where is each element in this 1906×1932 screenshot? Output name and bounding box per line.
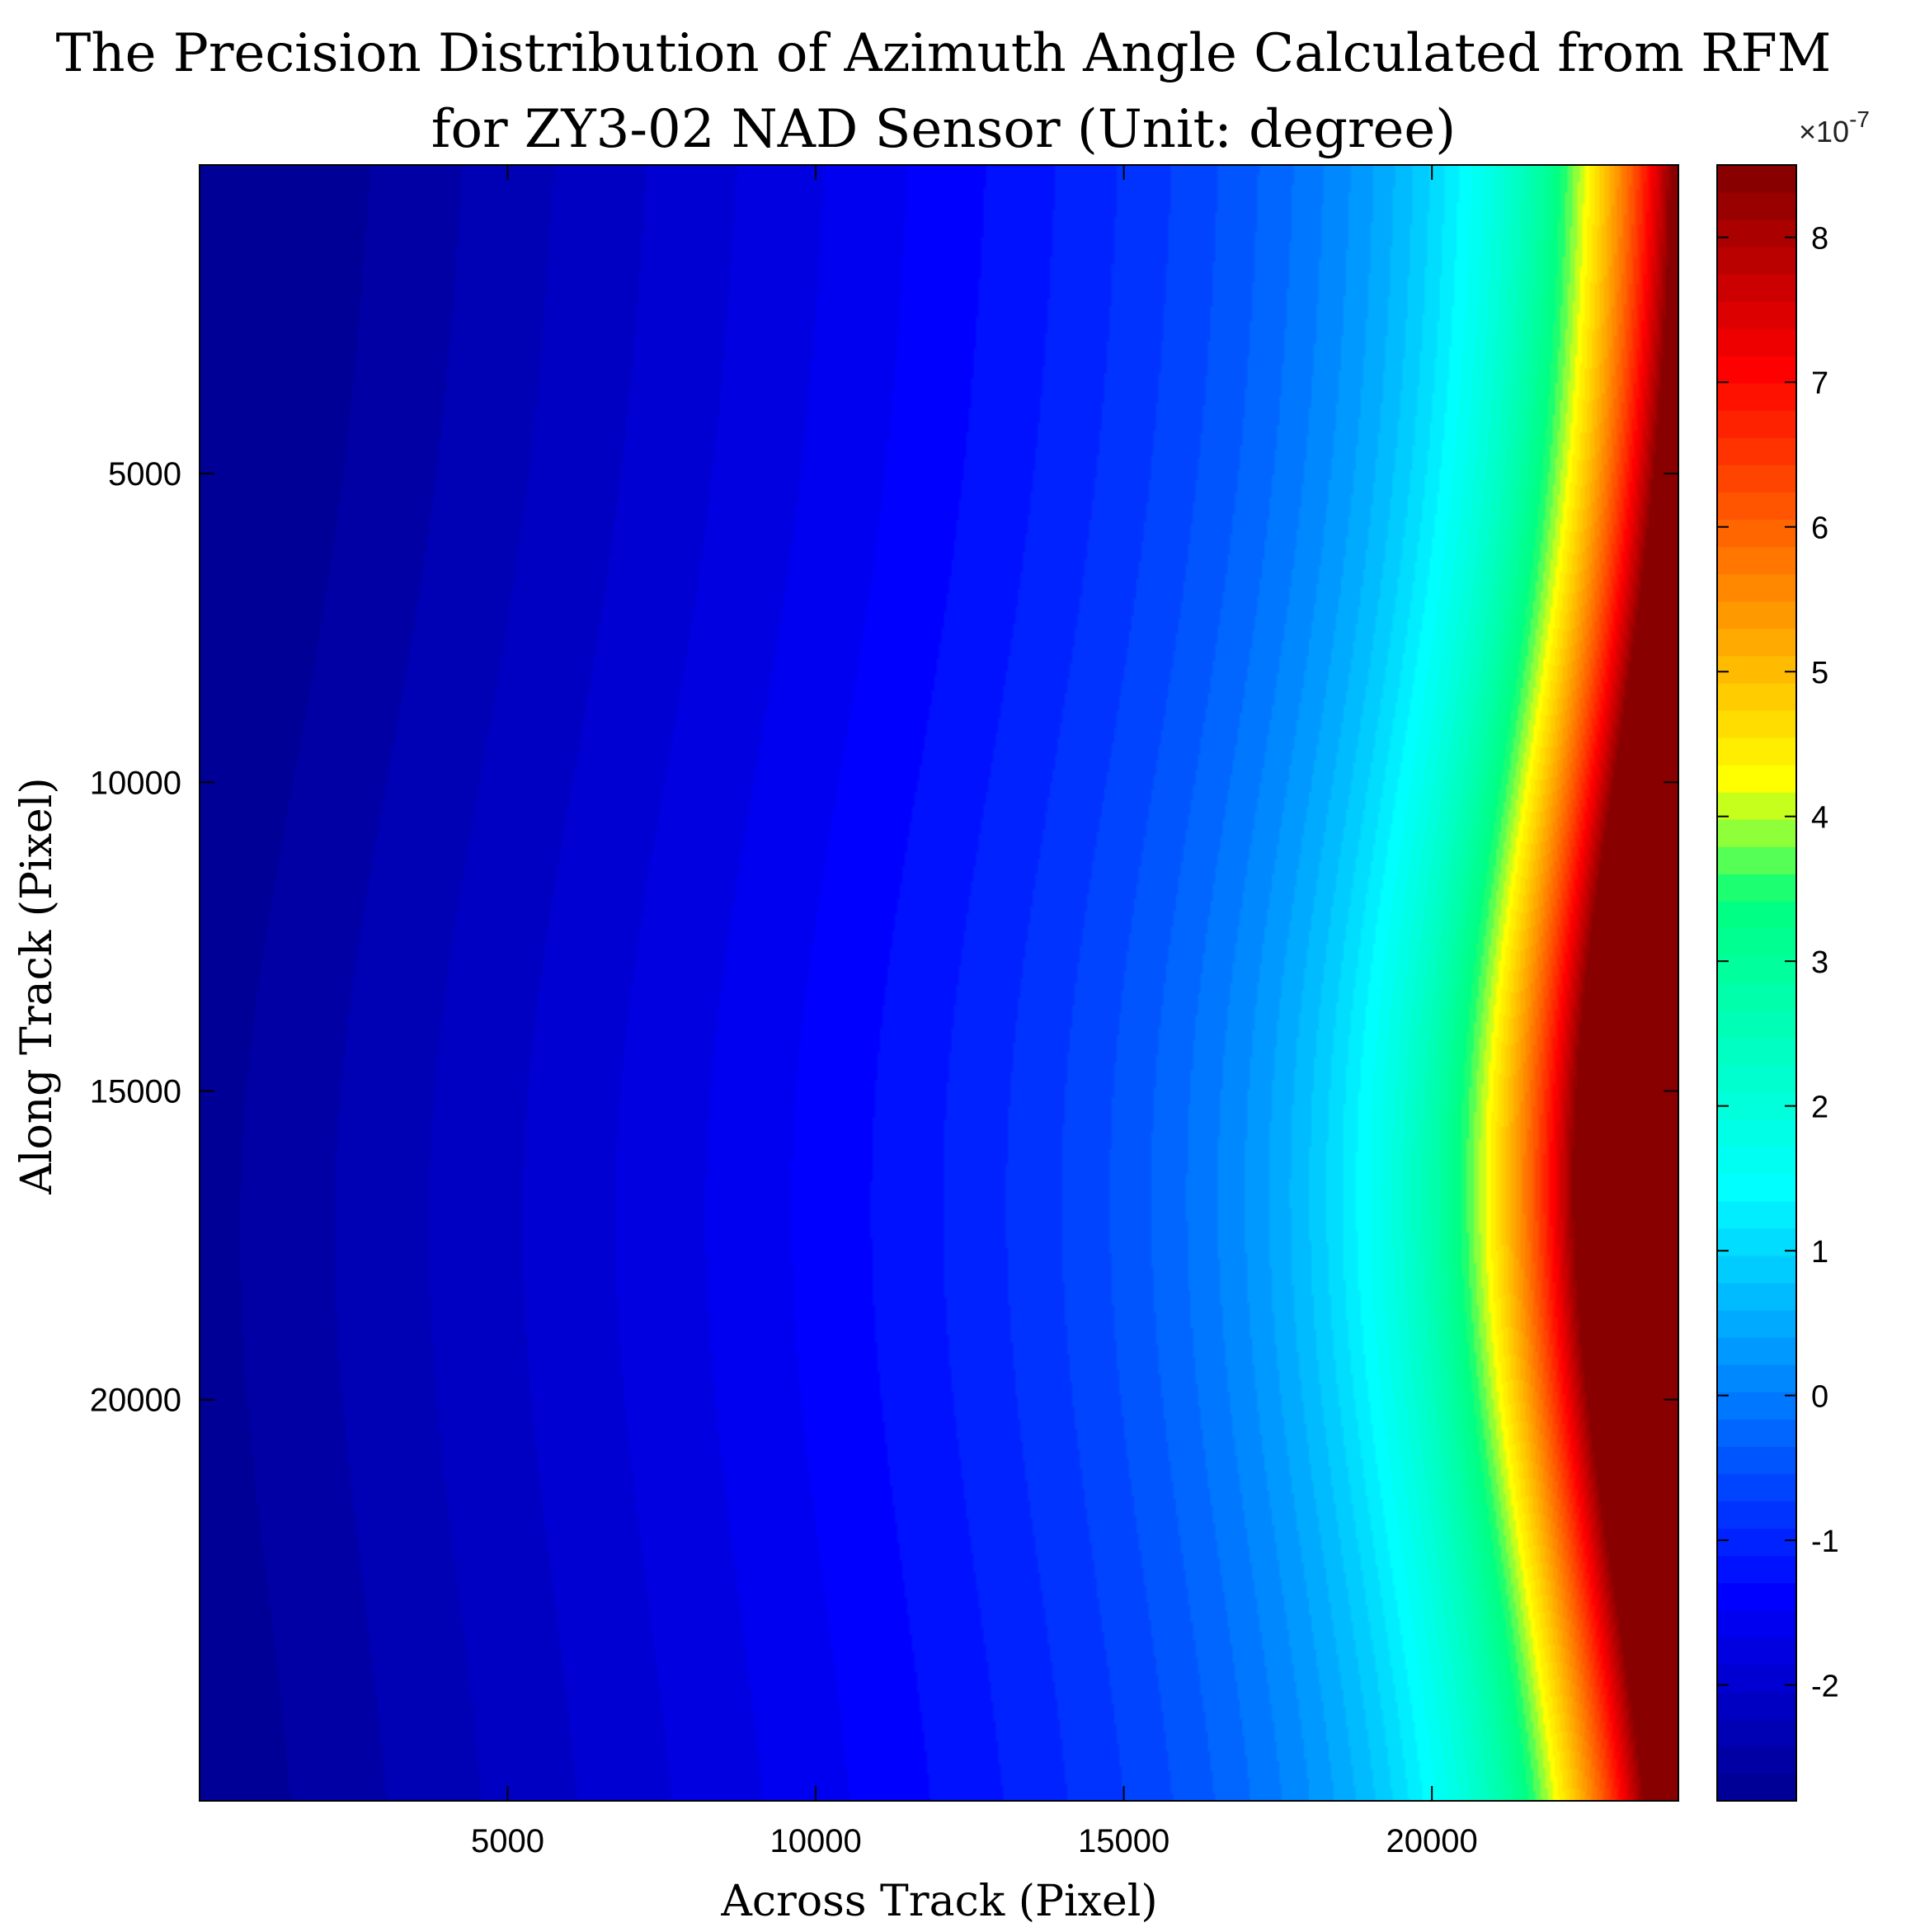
colorbar-band — [1717, 628, 1796, 657]
colorbar: -2 -1 0 1 2 3 4 5 6 7 8 — [1716, 164, 1839, 1802]
colorbar-band — [1717, 1146, 1796, 1175]
colorbar-tick-label: 8 — [1811, 222, 1828, 257]
colorbar-band — [1717, 1773, 1796, 1802]
y-tick-label: 20000 — [90, 1383, 181, 1419]
colorbar-band — [1717, 1309, 1796, 1338]
colorbar-band — [1717, 791, 1796, 820]
colorbar-band — [1717, 492, 1796, 521]
colorbar-band — [1717, 273, 1796, 302]
heatmap-plot-area — [199, 164, 1679, 1802]
colorbar-tick-label: 1 — [1811, 1235, 1828, 1270]
colorbar-band — [1717, 1445, 1796, 1474]
x-tick-label: 5000 — [471, 1823, 544, 1859]
colorbar-band — [1717, 437, 1796, 466]
colorbar-band — [1717, 601, 1796, 629]
colorbar-band — [1717, 982, 1796, 1011]
colorbar-tick-label: 4 — [1811, 801, 1828, 836]
colorbar-band — [1717, 1037, 1796, 1066]
colorbar-band — [1717, 327, 1796, 356]
colorbar-band — [1717, 655, 1796, 684]
colorbar-band — [1717, 409, 1796, 438]
heatmap-image — [200, 165, 1678, 1801]
colorbar-band — [1717, 246, 1796, 275]
colorbar-band — [1717, 519, 1796, 548]
chart-title-line-2: for ZY3-02 NAD Sensor (Unit: degree) — [431, 99, 1456, 160]
colorbar-frame — [1716, 164, 1797, 1802]
colorbar-band — [1717, 573, 1796, 602]
colorbar-band — [1717, 818, 1796, 847]
colorbar-band — [1717, 1718, 1796, 1747]
colorbar-band — [1717, 1418, 1796, 1447]
y-tick-label: 10000 — [90, 765, 181, 801]
colorbar-tick-label: 2 — [1811, 1091, 1828, 1125]
chart-title-line-1: The Precision Distribution of Azimuth An… — [56, 23, 1832, 84]
colorbar-band — [1717, 846, 1796, 874]
colorbar-band — [1717, 464, 1796, 493]
colorbar-tick-label: 7 — [1811, 366, 1828, 401]
colorbar-band — [1717, 954, 1796, 983]
y-tick-label: 5000 — [108, 456, 181, 492]
colorbar-band — [1717, 1691, 1796, 1720]
colorbar-band — [1717, 355, 1796, 384]
colorbar-band — [1717, 1500, 1796, 1529]
colorbar-tick-label: 0 — [1811, 1380, 1828, 1415]
colorbar-tick-label: -1 — [1811, 1524, 1839, 1559]
colorbar-band — [1717, 191, 1796, 220]
colorbar-band — [1717, 300, 1796, 329]
colorbar-band — [1717, 900, 1796, 929]
colorbar-tick-label: 6 — [1811, 511, 1828, 546]
colorbar-tick-label: 3 — [1811, 945, 1828, 980]
colorbar-band — [1717, 1473, 1796, 1501]
colorbar-band — [1717, 546, 1796, 575]
x-axis-label: Across Track (Pixel) — [720, 1877, 1157, 1926]
colorbar-band — [1717, 1364, 1796, 1392]
y-axis-label: Along Track (Pixel) — [12, 777, 62, 1195]
plot-frame — [199, 164, 1679, 1802]
colorbar-multiplier-base: ×10 — [1799, 115, 1849, 148]
colorbar-tick-label: 5 — [1811, 656, 1828, 690]
colorbar-band — [1717, 1282, 1796, 1311]
colorbar-band — [1717, 1200, 1796, 1229]
colorbar-band — [1717, 1391, 1796, 1420]
colorbar-band — [1717, 709, 1796, 738]
colorbar-multiplier: ×10-7 — [1799, 106, 1870, 148]
colorbar-band — [1717, 737, 1796, 766]
colorbar-band — [1717, 682, 1796, 711]
colorbar-band — [1717, 764, 1796, 793]
colorbar-band — [1717, 1609, 1796, 1638]
y-tick-label: 15000 — [90, 1073, 181, 1110]
colorbar-band — [1717, 1528, 1796, 1557]
x-tick-label: 15000 — [1078, 1823, 1169, 1859]
colorbar-band — [1717, 1064, 1796, 1093]
colorbar-band — [1717, 1255, 1796, 1284]
x-tick-label: 20000 — [1386, 1823, 1478, 1859]
x-tick-label: 10000 — [769, 1823, 861, 1859]
colorbar-band — [1717, 1119, 1796, 1147]
colorbar-multiplier-exponent: -7 — [1849, 106, 1870, 132]
colorbar-band — [1717, 873, 1796, 902]
colorbar-band — [1717, 1336, 1796, 1365]
colorbar-band — [1717, 1010, 1796, 1039]
colorbar-band — [1717, 382, 1796, 411]
colorbar-band — [1717, 164, 1796, 193]
colorbar-band — [1717, 1555, 1796, 1584]
colorbar-tick-label: -2 — [1811, 1670, 1839, 1704]
colorbar-band — [1717, 1173, 1796, 1202]
colorbar-band — [1717, 1664, 1796, 1693]
x-axis: 5000 10000 15000 20000 — [471, 165, 1478, 1859]
colorbar-band — [1717, 1582, 1796, 1611]
colorbar-band — [1717, 1228, 1796, 1256]
colorbar-band — [1717, 219, 1796, 247]
colorbar-band — [1717, 1746, 1796, 1774]
colorbar-band — [1717, 1091, 1796, 1120]
colorbar-band — [1717, 927, 1796, 956]
y-axis: 5000 10000 15000 20000 — [90, 456, 1678, 1419]
colorbar-band — [1717, 1637, 1796, 1666]
